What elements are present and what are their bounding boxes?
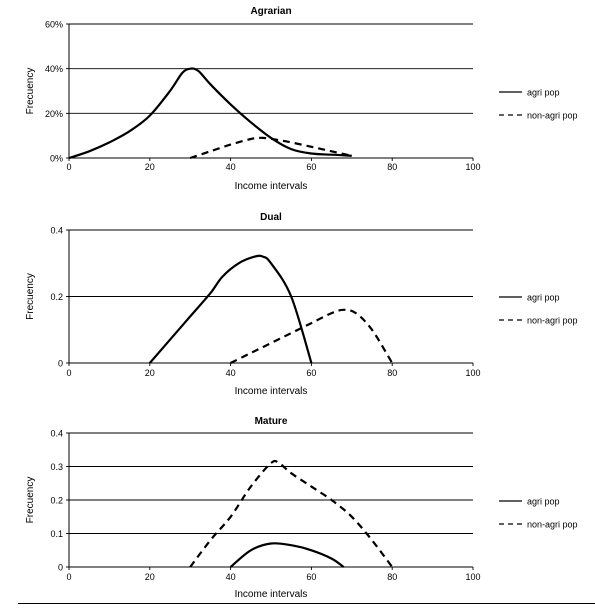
dual-x-tick-label: 60	[306, 368, 316, 378]
mature-y-tick-label: 0.1	[50, 529, 63, 539]
agrarian-series-non-agri-pop	[189, 136, 353, 160]
mature-y-axis-label: Frecuency	[25, 477, 36, 524]
agrarian-legend-label-agri-pop: agri pop	[527, 88, 560, 98]
mature-y-tick-label: 0.2	[50, 496, 63, 506]
agrarian-y-axis-label: Frecuency	[25, 68, 36, 115]
dual-series-non-agri-pop	[230, 308, 394, 364]
agrarian-series-agri-pop	[68, 67, 352, 160]
mature-series-agri-pop	[229, 542, 345, 568]
dual-y-axis-label: Frecuency	[25, 273, 36, 320]
dual-x-axis-label: Income intervals	[235, 386, 308, 397]
dual-title: Dual	[260, 212, 282, 223]
dual-y-tick-label: 0	[58, 359, 63, 369]
mature-x-tick-label: 20	[145, 572, 155, 582]
dual-x-tick-label: 40	[226, 368, 236, 378]
agrarian-x-tick-label: 40	[226, 162, 236, 172]
agrarian-x-axis-label: Income intervals	[235, 181, 308, 192]
agrarian-x-tick-label: 0	[66, 162, 71, 172]
mature-series-non-agri-pop	[189, 459, 394, 568]
dual-legend-label-non-agri-pop: non-agri pop	[527, 316, 578, 326]
mature-x-tick-label: 60	[306, 572, 316, 582]
dual-y-tick-label: 0.4	[50, 226, 63, 236]
dual-x-tick-label: 20	[145, 368, 155, 378]
figure-bottom-rule	[18, 603, 595, 604]
mature-legend-label-non-agri-pop: non-agri pop	[527, 520, 578, 530]
mature-y-tick-label: 0.3	[50, 462, 63, 472]
dual-y-tick-label: 0.2	[50, 292, 63, 302]
agrarian-y-tick-label: 40%	[45, 64, 63, 74]
agrarian-y-tick-label: 20%	[45, 109, 63, 119]
agrarian-y-tick-label: 60%	[45, 20, 63, 30]
mature-x-tick-label: 40	[226, 572, 236, 582]
agrarian-x-tick-label: 20	[145, 162, 155, 172]
agrarian-y-tick-label: 0%	[50, 154, 63, 164]
mature-y-tick-label: 0.4	[50, 429, 63, 439]
dual-x-tick-label: 0	[66, 368, 71, 378]
agrarian-title: Agrarian	[250, 6, 291, 17]
mature-x-axis-label: Income intervals	[235, 589, 308, 600]
dual-x-tick-label: 100	[465, 368, 480, 378]
agrarian-x-tick-label: 100	[465, 162, 480, 172]
mature-x-tick-label: 100	[465, 572, 480, 582]
agrarian-x-tick-label: 60	[306, 162, 316, 172]
dual-legend-label-agri-pop: agri pop	[527, 293, 560, 303]
mature-x-tick-label: 0	[66, 572, 71, 582]
mature-legend-label-agri-pop: agri pop	[527, 497, 560, 507]
mature-title: Mature	[255, 416, 288, 427]
mature-x-tick-label: 80	[387, 572, 397, 582]
dual-series-agri-pop	[148, 254, 313, 364]
dual-x-tick-label: 80	[387, 368, 397, 378]
agrarian-x-tick-label: 80	[387, 162, 397, 172]
agrarian-legend-label-non-agri-pop: non-agri pop	[527, 111, 578, 121]
mature-y-tick-label: 0	[58, 563, 63, 573]
